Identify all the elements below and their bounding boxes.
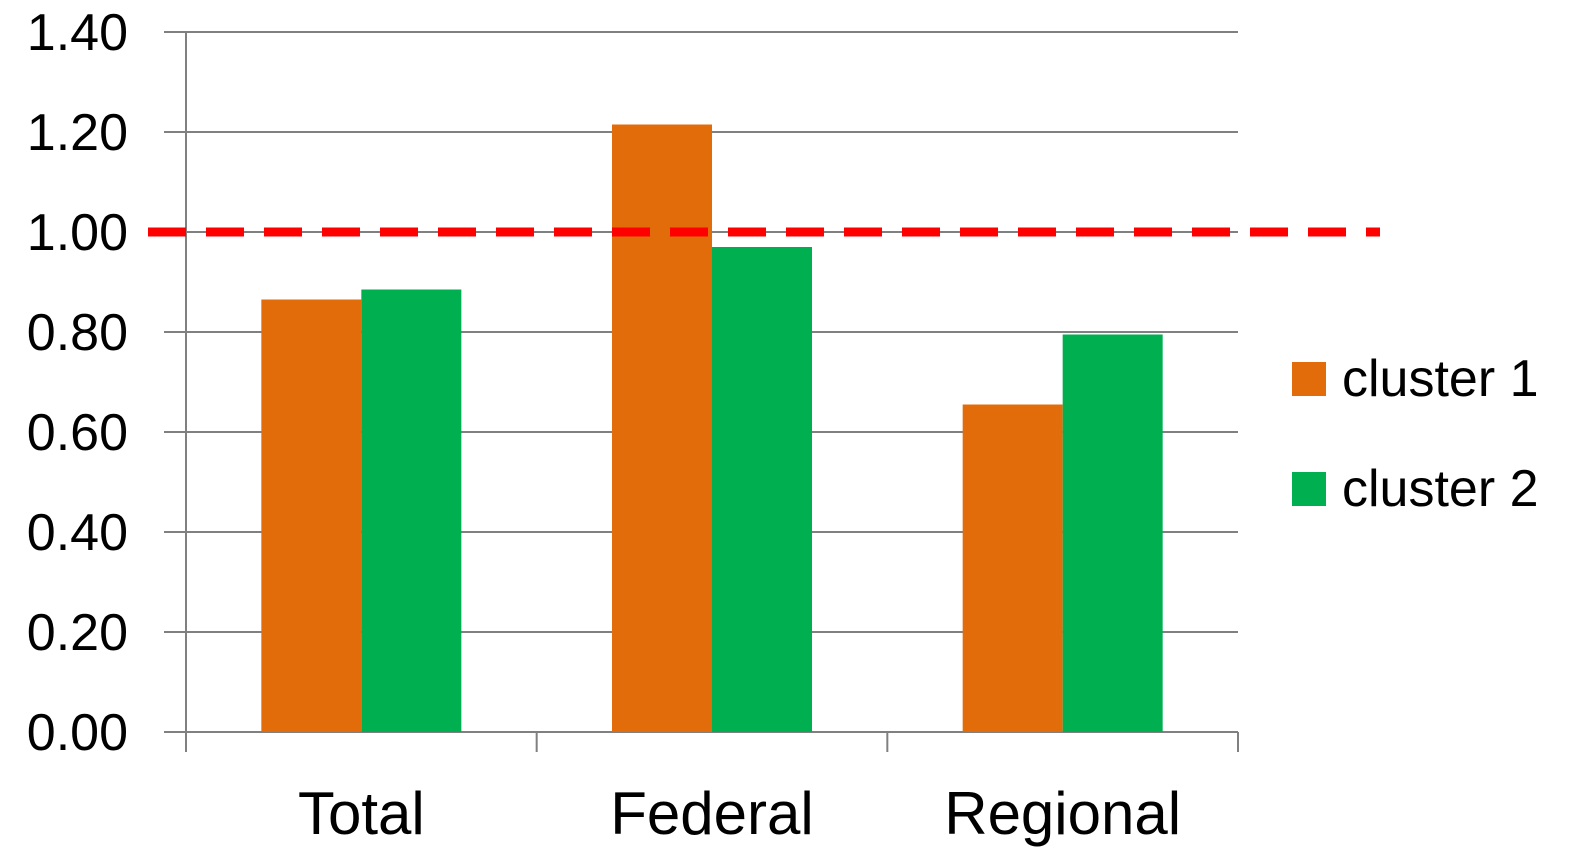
legend: cluster 1 cluster 2 bbox=[1292, 350, 1539, 518]
bar-regional-series-1 bbox=[962, 404, 1063, 732]
x-category-label: Federal bbox=[610, 780, 813, 847]
y-tick-label: 0.80 bbox=[27, 304, 128, 362]
bar-total-series-1 bbox=[261, 299, 362, 732]
legend-swatch bbox=[1292, 472, 1326, 506]
y-tick-label: 0.40 bbox=[27, 504, 128, 562]
legend-label: cluster 1 bbox=[1342, 350, 1539, 408]
bar-total-series-2 bbox=[361, 289, 462, 732]
bars bbox=[261, 124, 1163, 732]
bar-federal-series-1 bbox=[612, 124, 712, 732]
y-tick-label: 0.60 bbox=[27, 404, 128, 462]
y-tick-label: 1.20 bbox=[27, 104, 128, 162]
axis-labels: 0.00 0.20 0.40 0.60 0.80 1.00 1.20 1.40 Total Fed… bbox=[27, 4, 1181, 847]
y-tick-label: 0.00 bbox=[27, 704, 128, 762]
legend-swatch bbox=[1292, 362, 1326, 396]
x-category-label: Regional bbox=[944, 780, 1181, 847]
bar-federal-series-2 bbox=[712, 247, 812, 732]
y-tick-label: 0.20 bbox=[27, 604, 128, 662]
legend-label: cluster 2 bbox=[1342, 460, 1539, 518]
bar-regional-series-2 bbox=[1062, 334, 1163, 732]
x-category-label: Total bbox=[298, 780, 425, 847]
y-tick-label: 1.00 bbox=[27, 204, 128, 262]
y-tick-label: 1.40 bbox=[27, 4, 128, 62]
